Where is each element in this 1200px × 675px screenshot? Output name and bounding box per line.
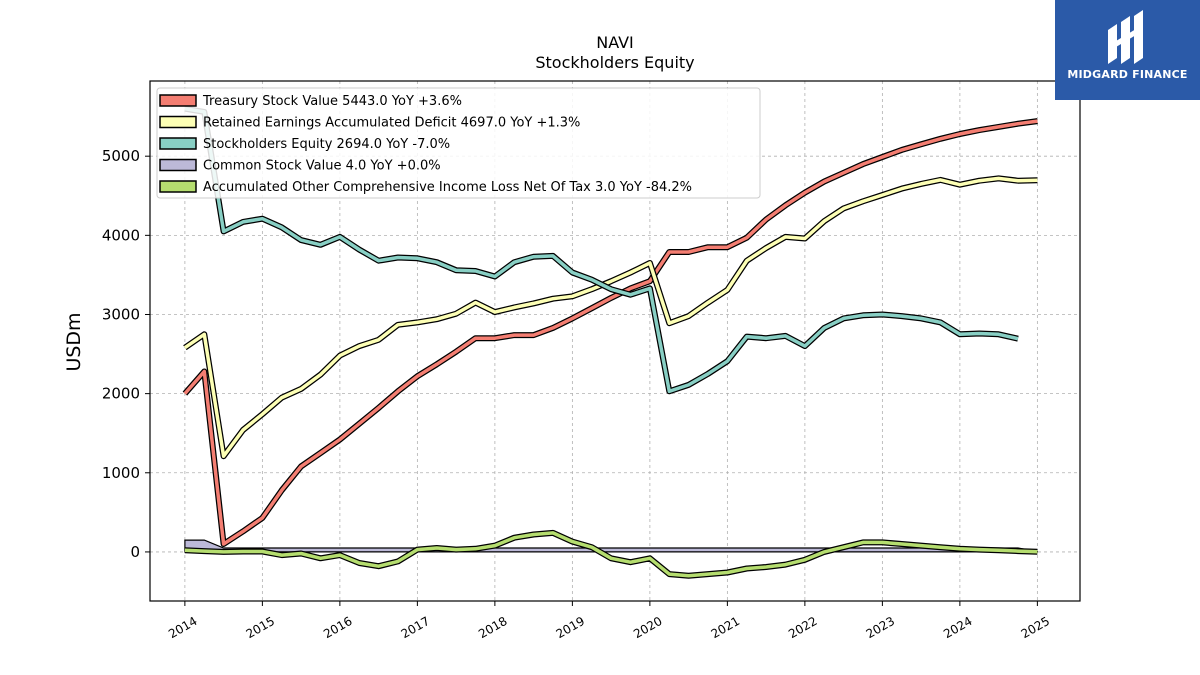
- series-line: [184, 106, 1019, 394]
- x-tick-label: 2022: [786, 614, 819, 641]
- legend-box: [156, 87, 761, 199]
- x-tick-label: 2020: [631, 614, 664, 641]
- chart-title: NAVI: [596, 33, 634, 52]
- x-tick-label: 2021: [709, 614, 742, 641]
- midgard-logo-icon: [1108, 10, 1143, 64]
- legend-swatch: [159, 180, 197, 193]
- series-line-outline: [184, 529, 1038, 579]
- legend-swatch: [159, 94, 197, 107]
- y-tick-label: 0: [130, 543, 140, 561]
- y-tick-label: 1000: [102, 464, 140, 482]
- legend-swatch: [159, 137, 197, 150]
- legend-entry: Common Stock Value 4.0 YoY +0.0%: [203, 159, 441, 174]
- y-tick-label: 4000: [102, 226, 140, 244]
- x-tick-label: 2018: [476, 614, 509, 641]
- y-tick-label: 5000: [102, 147, 140, 165]
- legend-swatch: [159, 115, 197, 129]
- x-tick-label: 2023: [864, 614, 897, 641]
- chart-subtitle: Stockholders Equity: [535, 53, 694, 72]
- plot-frame: [149, 80, 1081, 602]
- x-axis: 2014 2015 2016 2017 2018 2019 2020 2021 2022 2023…: [166, 601, 1052, 641]
- legend-entry: Accumulated Other Comprehensive Income L…: [203, 180, 692, 195]
- y-tick-label: 2000: [102, 385, 140, 403]
- y-axis: 0 1000 2000 3000 4000 5000: [102, 147, 150, 561]
- legend-entry: Stockholders Equity 2694.0 YoY -7.0%: [203, 137, 450, 152]
- legend-swatch: [159, 158, 197, 172]
- x-tick-label: 2025: [1019, 614, 1052, 641]
- brand-logo: MIDGARD FINANCE: [1055, 0, 1200, 100]
- series-line: [184, 531, 1038, 578]
- x-tick-label: 2015: [244, 614, 277, 641]
- legend: Treasury Stock Value 5443.0 YoY +3.6% Ret…: [156, 87, 761, 199]
- legend-entry: Retained Earnings Accumulated Deficit 46…: [203, 116, 580, 131]
- y-axis-label: USDm: [63, 312, 85, 371]
- x-tick-label: 2019: [554, 614, 587, 641]
- y-tick-label: 3000: [102, 305, 140, 323]
- legend-entry: Treasury Stock Value 5443.0 YoY +3.6%: [202, 94, 462, 109]
- x-tick-label: 2014: [166, 614, 199, 641]
- series-line: [183, 176, 1038, 458]
- x-tick-label: 2016: [321, 614, 354, 641]
- x-tick-label: 2024: [941, 614, 974, 641]
- series-line: [183, 119, 1038, 546]
- brand-name: MIDGARD FINANCE: [1067, 68, 1188, 81]
- plot-area: [182, 105, 1038, 579]
- x-tick-label: 2017: [399, 614, 432, 641]
